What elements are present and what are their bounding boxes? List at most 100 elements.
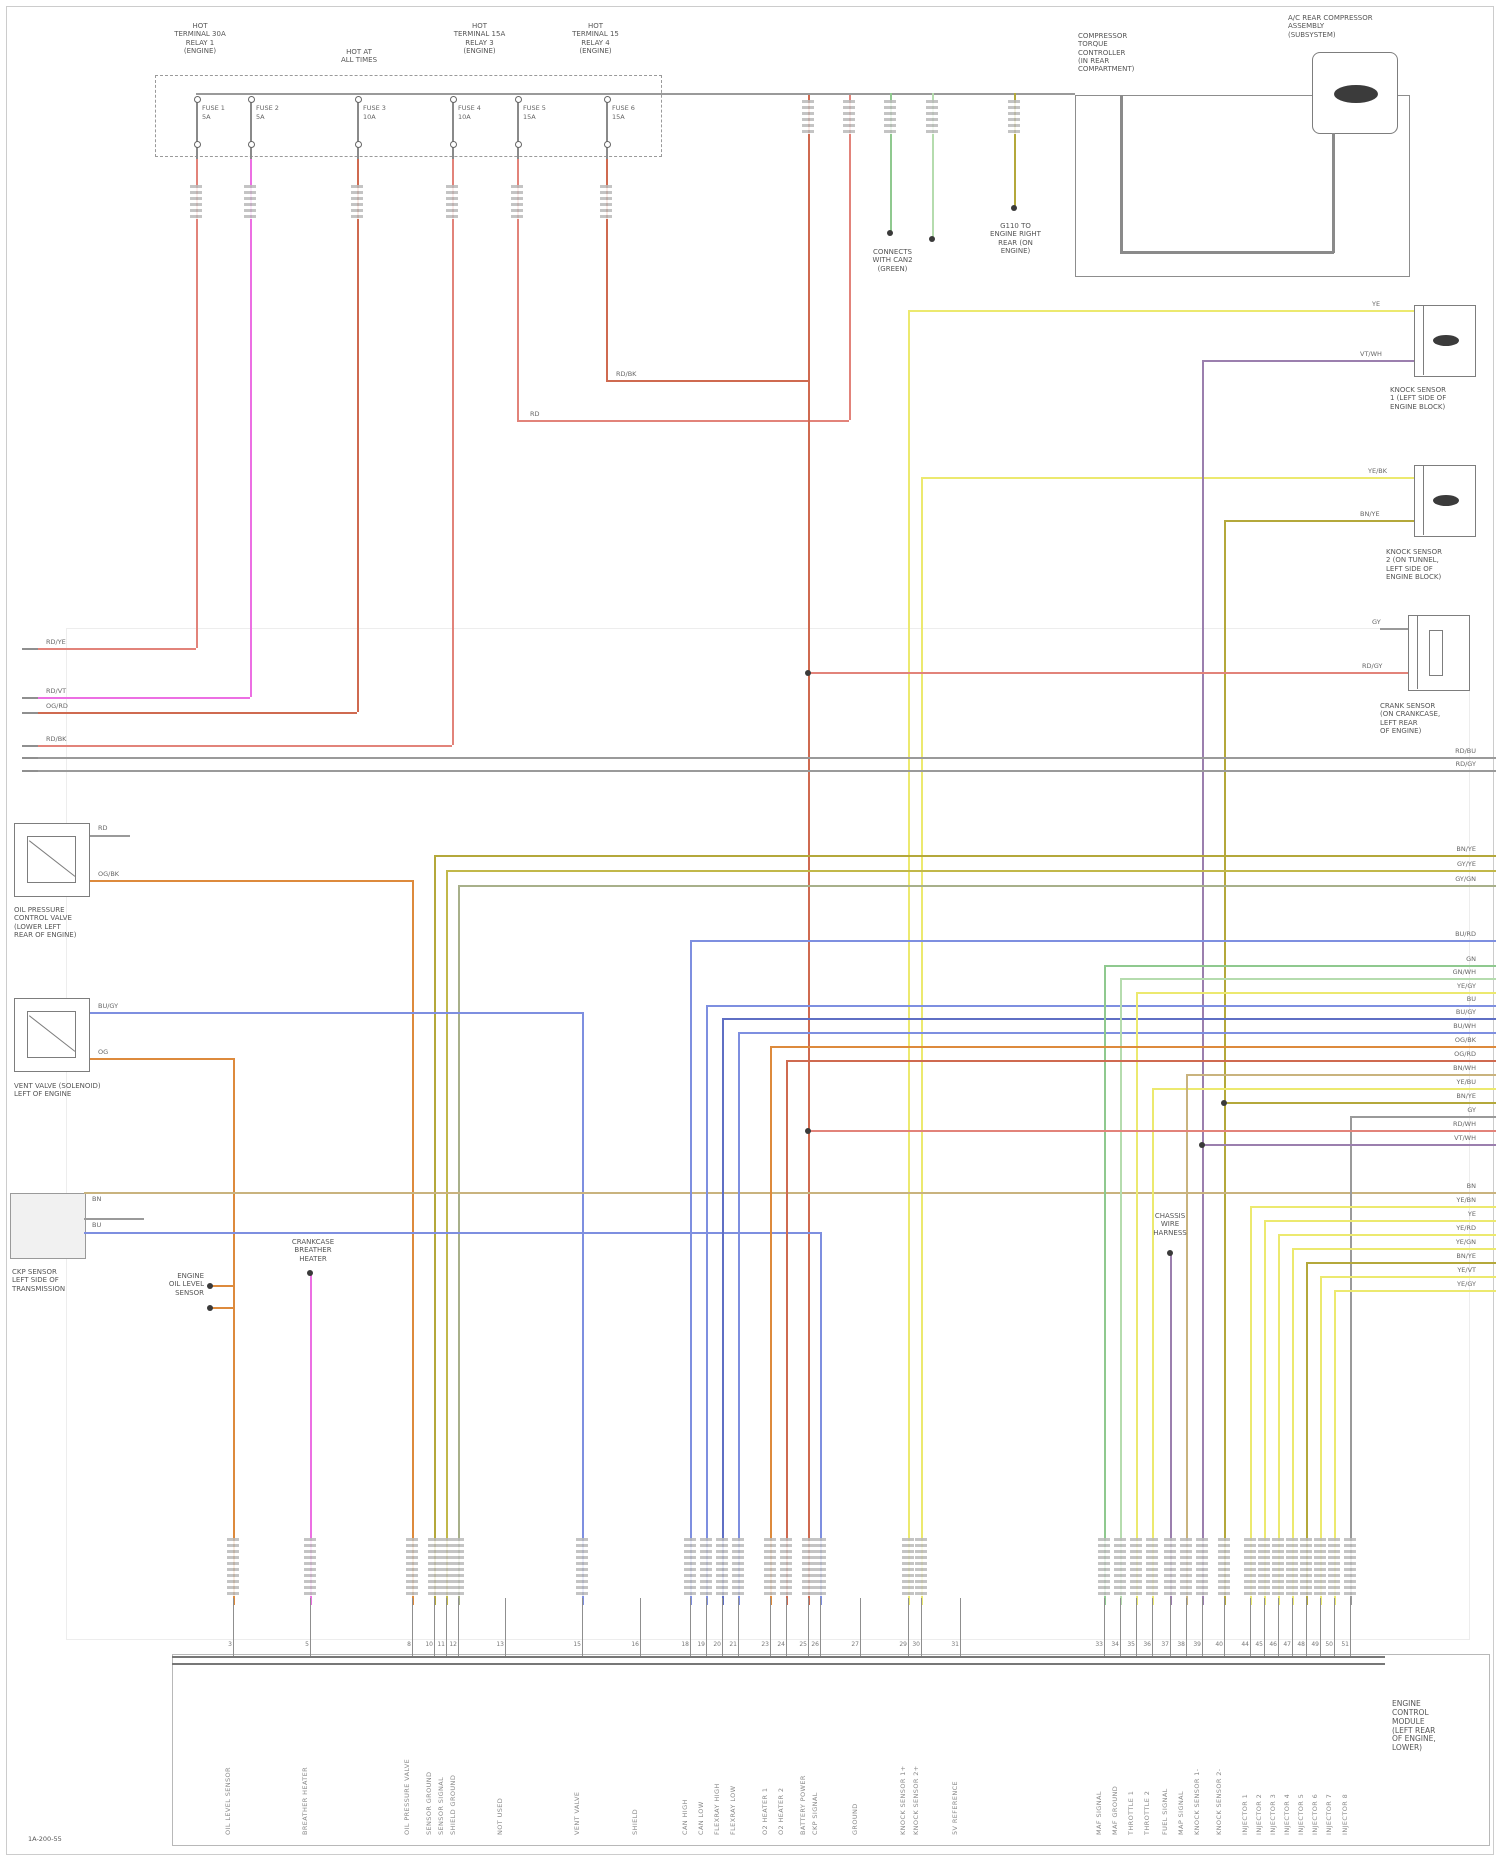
fuse-terminal: [354, 141, 362, 148]
right-pin-label: YE/GY: [1457, 982, 1476, 990]
inline-connector: [843, 100, 855, 134]
bottom-pin-label: O2 HEATER 1: [761, 1787, 769, 1835]
right-pin-label: BU/WH: [1453, 1022, 1476, 1030]
wire-segment: [1152, 1088, 1480, 1090]
wire-segment: [36, 648, 196, 650]
wire-segment: [1104, 965, 1106, 1605]
fuse-terminal: [247, 96, 255, 103]
text-line: REAR (ON: [998, 238, 1033, 247]
wire-segment: [1202, 360, 1204, 1605]
wire-segment: [808, 1130, 1480, 1132]
fuse-element: [452, 101, 454, 159]
right-pin-label: GN: [1466, 955, 1476, 963]
text-block: VENT VALVE (SOLENOID) LEFT OF ENGINE: [14, 1082, 164, 1099]
bottom-pin-number: 25: [799, 1641, 807, 1648]
pin-tick: [22, 757, 38, 759]
bottom-pin-number: 10: [425, 1641, 433, 1648]
text-line: RELAY 1: [185, 38, 215, 47]
text-block: HOT TERMINAL 30A RELAY 1 (ENGINE): [155, 22, 245, 55]
wire-segment: [1278, 1234, 1280, 1605]
wire-segment: [210, 1307, 233, 1309]
wire-segment: [1334, 1290, 1336, 1605]
wire-segment: [196, 93, 1075, 95]
wire-segment: [1104, 965, 1480, 967]
pin-tick: [738, 1598, 740, 1656]
right-pin-label: RD/WH: [1452, 1120, 1476, 1128]
wire-segment: [210, 1285, 233, 1287]
text-line: ENGINE): [1000, 246, 1031, 255]
wire-segment: [1120, 978, 1480, 980]
pin-tick: [1278, 1598, 1280, 1656]
text-line: G110 TO: [1000, 222, 1031, 230]
wire-segment: [908, 310, 1414, 312]
fuse-terminal: [193, 141, 201, 148]
wire-segment: [908, 310, 910, 1605]
wire-color-label: OG: [98, 1048, 109, 1056]
wire-segment: [1334, 1290, 1480, 1292]
bottom-pin-number: 31: [951, 1641, 959, 1648]
right-pin-label: YE/GN: [1455, 1238, 1476, 1246]
bottom-pin-number: 12: [449, 1641, 457, 1648]
wire-segment: [890, 93, 892, 232]
right-pin-label: YE/RD: [1456, 1224, 1476, 1232]
inline-connector: [902, 1538, 914, 1596]
pin-tick: [1480, 940, 1496, 942]
fuse-terminal: [603, 141, 611, 148]
wire-segment: [1250, 1206, 1480, 1208]
bottom-pin-label: MAP SIGNAL: [1177, 1790, 1185, 1835]
bottom-pin-number: 27: [851, 1641, 859, 1648]
pin-tick: [22, 770, 38, 772]
inline-connector: [716, 1538, 728, 1596]
fuse-terminal: [603, 96, 611, 103]
pin-tick: [22, 648, 38, 650]
wire-segment: [1186, 1074, 1188, 1605]
wire-segment: [606, 155, 608, 380]
bottom-pin-number: 38: [1177, 1641, 1185, 1648]
wire-segment: [706, 1005, 708, 1605]
right-pin-label: RD/BU: [1455, 747, 1476, 755]
bottom-pin-label: KNOCK SENSOR 2-: [1215, 1768, 1223, 1835]
wire-segment: [36, 745, 452, 747]
bottom-pin-number: 19: [697, 1641, 705, 1648]
fuse-amp: 5A: [256, 113, 265, 121]
wire-segment: [808, 380, 810, 1605]
text-line: LEFT REAR: [1380, 718, 1418, 727]
pin-tick: [434, 1598, 436, 1656]
bottom-pin-label: CAN LOW: [697, 1801, 705, 1835]
inline-connector: [802, 100, 814, 134]
wire-color-label: RD/BK: [616, 370, 637, 378]
text-line: ALL TIMES: [340, 56, 378, 65]
right-pin-label: YE/BN: [1456, 1196, 1476, 1204]
pin-tick: [1480, 1276, 1496, 1278]
inline-connector: [1328, 1538, 1340, 1596]
wire-segment: [770, 1046, 1480, 1048]
wire-segment: [90, 880, 412, 882]
text-line: WIRE: [1160, 1220, 1180, 1229]
right-pin-label: YE/GY: [1457, 1280, 1476, 1288]
bottom-pin-number: 47: [1283, 1641, 1291, 1648]
bottom-pin-number: 8: [407, 1641, 411, 1648]
right-pin-label: BN/YE: [1456, 845, 1476, 853]
wire-color-label: BU/GY: [98, 1002, 119, 1010]
text-line: A/C REAR COMPRESSOR: [1288, 14, 1373, 22]
wire-segment: [446, 870, 1480, 872]
wire-segment: [1170, 1252, 1172, 1605]
wire-segment: [434, 855, 1480, 857]
ecm-connector-strip-lower: [172, 1663, 1385, 1665]
fuse-name: FUSE 3: [363, 104, 386, 112]
right-pin-label: YE: [1467, 1210, 1476, 1218]
inline-connector: [1344, 1538, 1356, 1596]
text-line: CONTROLLER: [1078, 48, 1126, 57]
wire-segment: [517, 420, 849, 422]
pin-tick: [446, 1598, 448, 1656]
wire-segment: [90, 1058, 233, 1060]
fuse-name: FUSE 5: [523, 104, 546, 112]
fuse-amp: 15A: [523, 113, 536, 121]
bottom-pin-number: 37: [1161, 1641, 1169, 1648]
wire-segment: [808, 672, 1408, 674]
text-block: OIL PRESSURE CONTROL VALVE (LOWER LEFT REAR…: [14, 906, 126, 939]
text-line: OF ENGINE,: [1392, 1734, 1436, 1744]
inline-connector: [576, 1538, 588, 1596]
wire-segment: [786, 1060, 788, 1605]
